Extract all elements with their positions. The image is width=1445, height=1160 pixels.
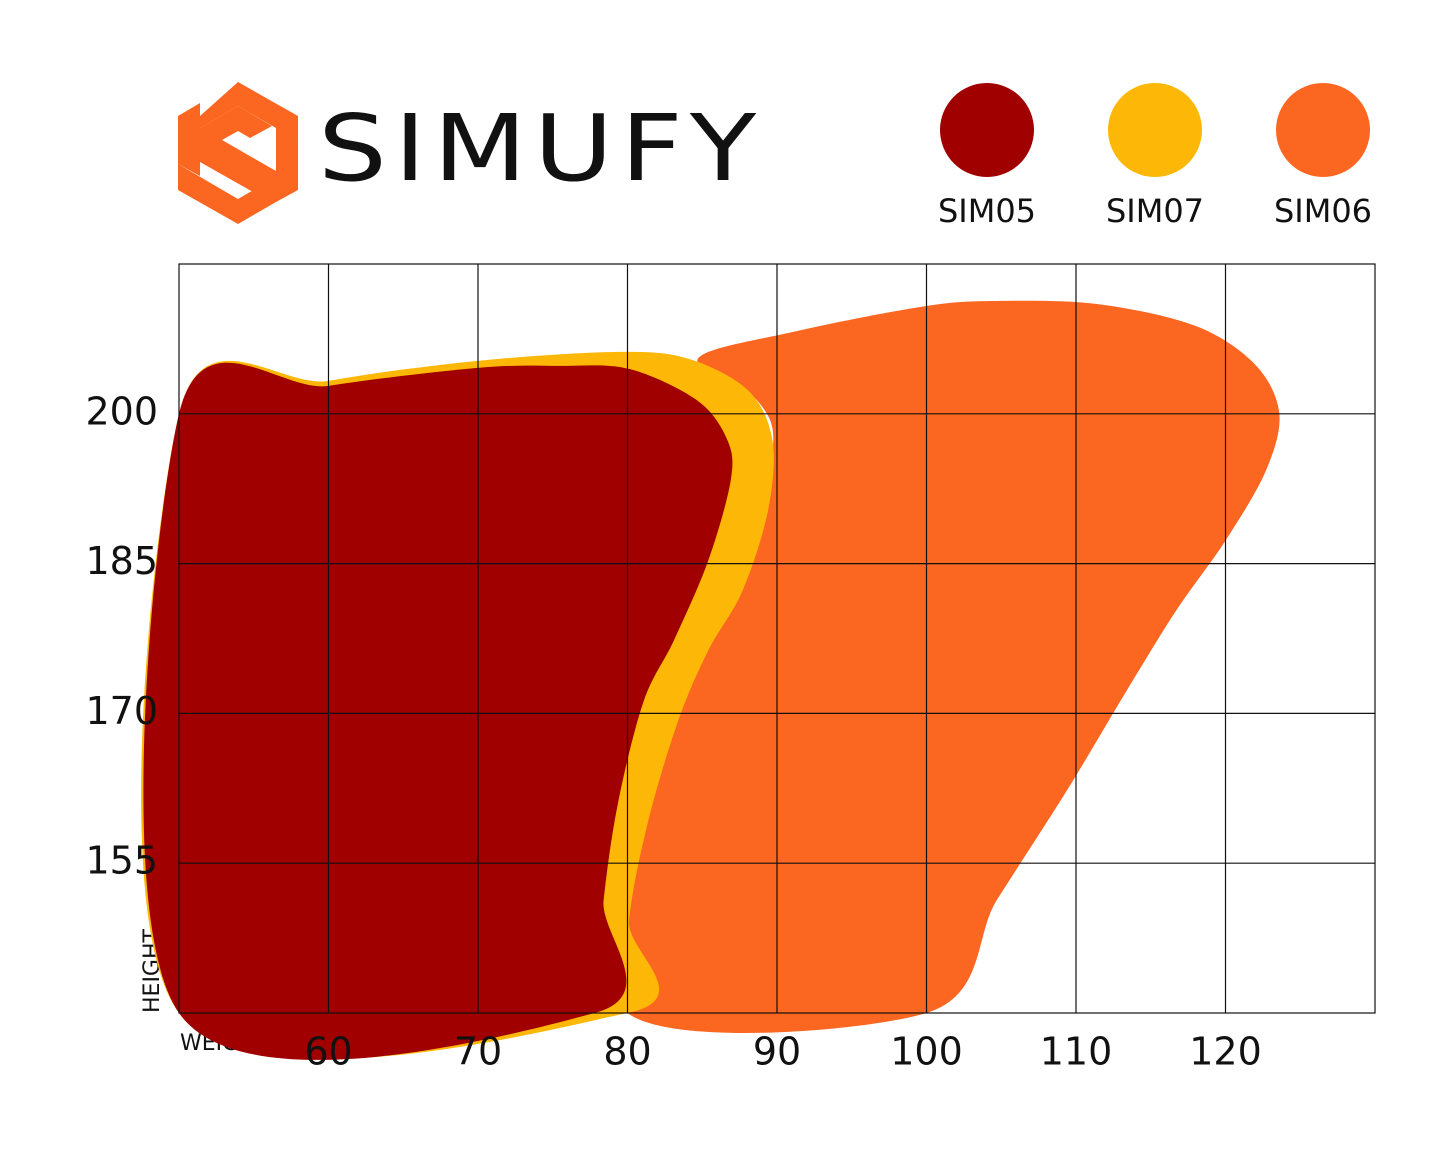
y-tick-label: 185 [85, 539, 158, 583]
logo-part [178, 103, 200, 176]
logo-icon [178, 82, 298, 224]
x-tick-label: 110 [1040, 1030, 1113, 1074]
plot-border [178, 263, 1376, 1014]
legend-swatch [1276, 83, 1370, 177]
y-tick-label: 200 [85, 389, 158, 433]
logo-part [200, 82, 298, 142]
legend-label: SIM06 [1274, 192, 1372, 230]
x-tick-label: 70 [454, 1030, 502, 1074]
x-tick-label: 120 [1189, 1030, 1262, 1074]
brand-name: SIMUFY [318, 95, 763, 202]
region [143, 362, 733, 1060]
region [610, 300, 1280, 1033]
logo-part [276, 128, 298, 202]
x-tick-label: 60 [304, 1030, 352, 1074]
plot-area [141, 264, 1375, 1060]
legend-label: SIM05 [938, 192, 1036, 230]
y-tick-label: 170 [85, 689, 158, 733]
x-tick-label: 100 [890, 1030, 963, 1074]
legend-label: SIM07 [1106, 192, 1204, 230]
legend-swatch [1108, 83, 1202, 177]
y-tick-label: 155 [85, 839, 158, 883]
logo-part [178, 164, 276, 224]
x-tick-label: 90 [753, 1030, 801, 1074]
x-tick-label: 80 [603, 1030, 651, 1074]
legend-swatch [940, 83, 1034, 177]
logo-part [200, 106, 276, 196]
